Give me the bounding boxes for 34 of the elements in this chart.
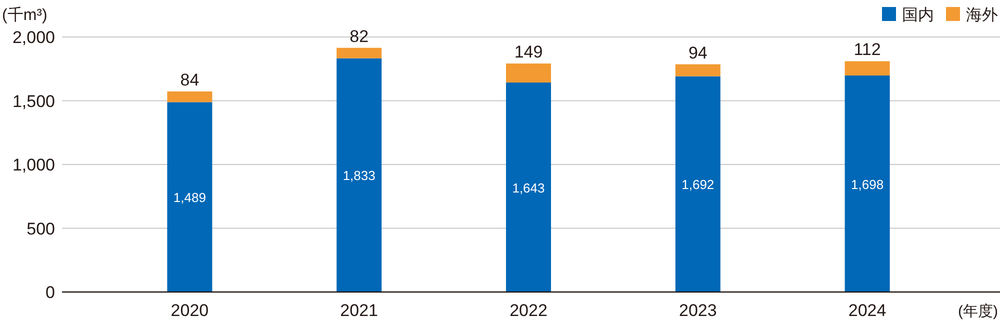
data-label: 1,643 [512, 180, 545, 196]
bar [506, 82, 551, 292]
bar [844, 76, 890, 292]
data-label: 149 [514, 42, 543, 62]
bar [167, 91, 212, 102]
data-label: 84 [180, 70, 200, 90]
data-label: 1,692 [682, 177, 714, 192]
x-tick-label: 2021 [340, 301, 378, 320]
bar [675, 64, 720, 76]
y-axis-title: (千m³) [2, 6, 48, 24]
data-label: 1,833 [342, 168, 376, 184]
data-label: 1,489 [173, 190, 206, 206]
data-label: 1,698 [851, 176, 884, 192]
bar [167, 102, 212, 292]
data-label: 112 [854, 40, 881, 60]
x-tick-label: 2024 [848, 301, 886, 320]
legend-label: 海外 [966, 7, 998, 24]
data-label: 82 [350, 26, 369, 46]
y-tick-label: 500 [26, 219, 55, 238]
y-tick-label: 2,000 [12, 28, 55, 47]
x-tick-label: 2020 [170, 301, 209, 320]
x-axis-title: (年度) [958, 303, 998, 320]
y-tick-label: 0 [46, 283, 55, 302]
y-tick-label: 1,000 [12, 156, 55, 174]
bar [506, 64, 551, 83]
bar [844, 61, 890, 76]
bar [675, 76, 720, 292]
bar [336, 58, 382, 292]
bar [336, 48, 382, 58]
x-tick-label: 2023 [678, 301, 717, 320]
data-label: 94 [688, 43, 708, 62]
y-tick-label: 1,500 [12, 92, 55, 111]
x-tick-label: 2022 [510, 301, 548, 320]
legend-label: 国内 [902, 6, 934, 24]
